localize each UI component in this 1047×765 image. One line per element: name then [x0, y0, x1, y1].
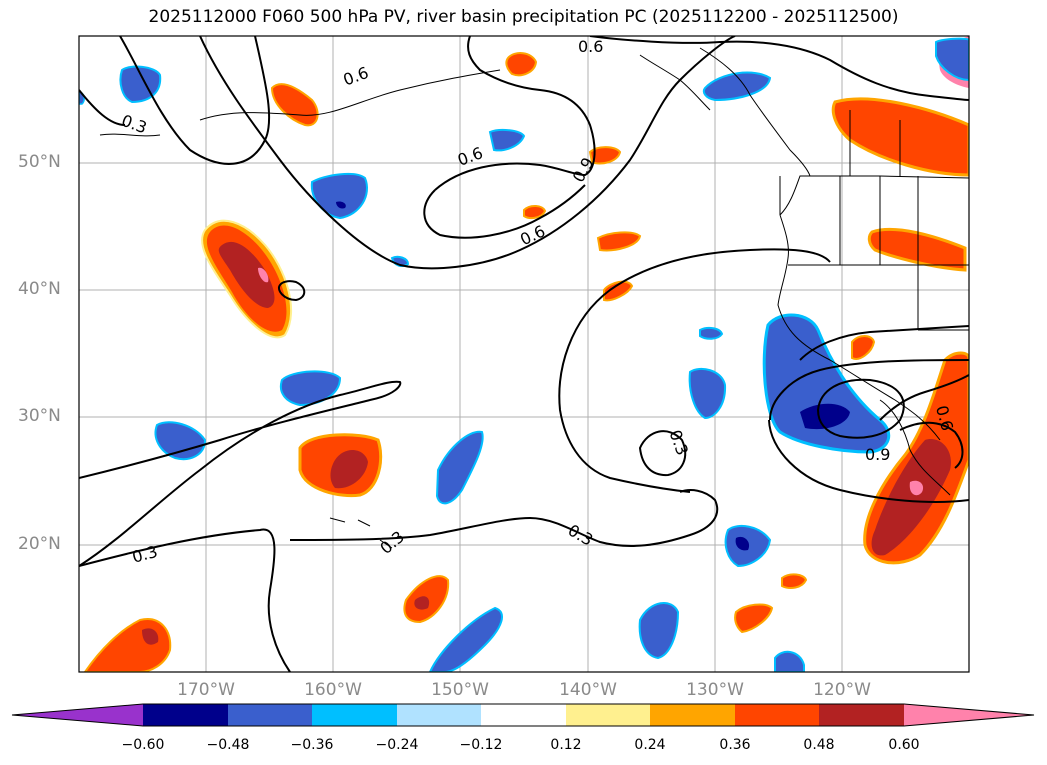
colorbar-tick-label: 0.60: [888, 737, 920, 753]
colorbar-swatch: [228, 704, 312, 726]
contour-label: 0.6: [517, 221, 548, 249]
negative-precip-areas: [79, 37, 969, 672]
lon-label: 170°W: [177, 680, 235, 700]
colorbar-swatch: [312, 704, 397, 726]
colorbar-tick-label: 0.36: [719, 737, 751, 753]
graticule: [79, 36, 969, 672]
map-content: 0.3 0.6 0.6 0.6 0.9 0.6 0.3 0.3 0.3 0.9 …: [79, 36, 969, 672]
lat-label: 30°N: [18, 406, 61, 426]
colorbar-tick-label: −0.12: [459, 737, 503, 753]
colorbar-tick-label: 0.24: [634, 737, 666, 753]
colorbar-tick-label: 0.12: [550, 737, 582, 753]
contour-label: 0.3: [666, 427, 693, 457]
colorbar-swatch: [735, 704, 819, 726]
coastlines: [99, 47, 969, 549]
lon-label: 150°W: [431, 680, 489, 700]
lon-label: 140°W: [559, 680, 617, 700]
colorbar-tick-label: −0.24: [375, 737, 419, 753]
colorbar-tick-label: −0.48: [206, 737, 250, 753]
colorbar-swatch: [481, 704, 566, 726]
lat-label: 20°N: [18, 534, 61, 554]
lon-label: 120°W: [813, 680, 871, 700]
lon-label: 130°W: [686, 680, 744, 700]
contour-label: 0.6: [578, 37, 603, 56]
colorbar-swatch: [397, 704, 481, 726]
colorbar-swatch: [566, 704, 650, 726]
colorbar-swatch: [819, 704, 904, 726]
contour-label: 0.3: [130, 542, 160, 567]
lat-label: 40°N: [18, 279, 61, 299]
map-title: 2025112000 F060 500 hPa PV, river basin …: [148, 7, 899, 27]
colorbar-tick-label: −0.60: [121, 737, 165, 753]
contour-label: 0.3: [376, 527, 408, 558]
colorbar-tick-label: 0.48: [803, 737, 835, 753]
colorbar-swatch: [650, 704, 735, 726]
colorbar: [11, 703, 1035, 727]
lon-label: 160°W: [304, 680, 362, 700]
map-frame: [78, 35, 970, 673]
contour-label: 0.3: [119, 111, 149, 138]
contour-label: 0.6: [341, 63, 371, 90]
contour-label: 0.9: [865, 445, 890, 464]
pv-contours: [79, 36, 969, 672]
colorbar-tick-label: −0.36: [290, 737, 334, 753]
lat-label: 50°N: [18, 152, 61, 172]
positive-precip-areas: [83, 36, 969, 672]
colorbar-swatch: [143, 704, 228, 726]
colorbar-extend-high: [904, 704, 1034, 726]
colorbar-extend-low: [12, 704, 143, 726]
